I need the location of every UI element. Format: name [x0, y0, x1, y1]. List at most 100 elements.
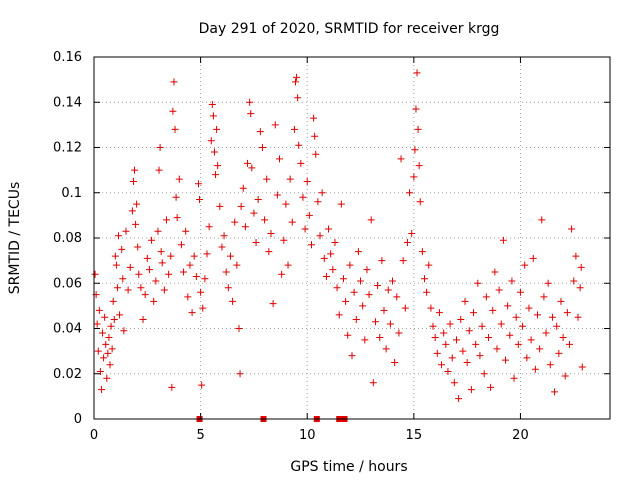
data-point	[235, 325, 243, 332]
data-point	[499, 236, 507, 244]
data-point	[307, 241, 315, 249]
data-point	[344, 331, 352, 339]
data-point	[247, 110, 255, 118]
data-point	[327, 250, 335, 258]
data-point	[557, 297, 565, 305]
data-point	[484, 334, 492, 342]
data-point	[534, 311, 542, 319]
data-point	[288, 218, 296, 226]
data-point	[531, 365, 539, 373]
data-point	[555, 349, 563, 357]
data-point	[487, 383, 495, 391]
data-point	[208, 101, 216, 109]
data-point	[322, 272, 330, 280]
data-point	[412, 105, 420, 113]
data-point	[463, 358, 471, 366]
data-point	[126, 263, 134, 271]
data-point	[93, 320, 101, 328]
data-point	[113, 284, 121, 292]
data-point	[108, 345, 116, 353]
data-point	[133, 200, 141, 208]
data-point	[411, 146, 419, 154]
data-point	[312, 150, 320, 158]
data-point	[276, 155, 284, 163]
x-tick-label: 5	[196, 428, 204, 443]
data-point	[273, 191, 281, 199]
data-point	[220, 232, 228, 240]
data-point	[474, 279, 482, 287]
data-point	[299, 193, 307, 201]
data-point	[512, 313, 520, 321]
data-point	[263, 175, 271, 183]
data-point	[374, 282, 382, 290]
data-point	[135, 270, 143, 278]
data-point	[229, 297, 237, 305]
data-point	[551, 388, 559, 396]
data-point	[188, 309, 196, 317]
data-point	[378, 257, 386, 265]
data-point	[124, 286, 132, 294]
data-point	[314, 198, 322, 206]
data-point	[442, 340, 450, 348]
data-point	[536, 345, 544, 353]
data-point	[459, 347, 467, 355]
data-point	[155, 166, 163, 174]
data-point	[269, 300, 277, 308]
data-point	[284, 261, 292, 269]
data-point	[391, 358, 399, 366]
data-point	[170, 78, 178, 86]
x-tick-label: 20	[512, 428, 529, 443]
data-point	[431, 334, 439, 342]
data-point	[134, 243, 142, 251]
data-point	[406, 189, 414, 197]
data-point	[423, 288, 431, 296]
data-point	[94, 347, 102, 355]
data-point	[224, 284, 232, 292]
data-point	[111, 252, 119, 260]
data-point	[333, 284, 341, 292]
data-point	[145, 266, 153, 274]
data-point	[104, 349, 112, 357]
data-point	[271, 121, 279, 129]
data-point	[129, 177, 137, 185]
data-point	[254, 196, 262, 204]
y-tick-label: 0.06	[53, 276, 82, 291]
data-point	[203, 250, 211, 258]
data-point	[116, 311, 124, 319]
data-point	[152, 277, 160, 285]
data-point	[565, 340, 573, 348]
data-point	[367, 216, 375, 224]
y-tick-label: 0	[74, 412, 82, 427]
data-point	[553, 322, 561, 330]
data-point	[171, 125, 179, 133]
data-point	[482, 293, 490, 301]
data-point	[186, 261, 194, 269]
data-point	[433, 349, 441, 357]
data-point	[577, 263, 585, 271]
data-point	[107, 322, 115, 330]
data-point	[110, 315, 118, 323]
data-point	[467, 386, 475, 394]
data-point	[510, 374, 518, 382]
data-point	[352, 315, 360, 323]
data-point	[559, 334, 567, 342]
x-tick-label: 10	[299, 428, 316, 443]
data-point	[371, 318, 379, 326]
data-point	[540, 293, 548, 301]
data-point	[250, 209, 258, 217]
data-point	[212, 171, 220, 179]
data-point	[213, 125, 221, 133]
data-point	[210, 148, 218, 156]
data-point	[128, 207, 136, 215]
data-point	[196, 196, 204, 204]
y-tick-label: 0.16	[53, 50, 82, 65]
data-point	[325, 225, 333, 233]
data-point	[177, 241, 185, 249]
data-point	[182, 227, 190, 235]
data-point	[244, 159, 252, 167]
y-tick-label: 0.12	[53, 141, 82, 156]
data-point	[335, 311, 343, 319]
y-tick-label: 0.1	[61, 186, 82, 201]
data-point	[197, 288, 205, 296]
data-point	[399, 257, 407, 265]
